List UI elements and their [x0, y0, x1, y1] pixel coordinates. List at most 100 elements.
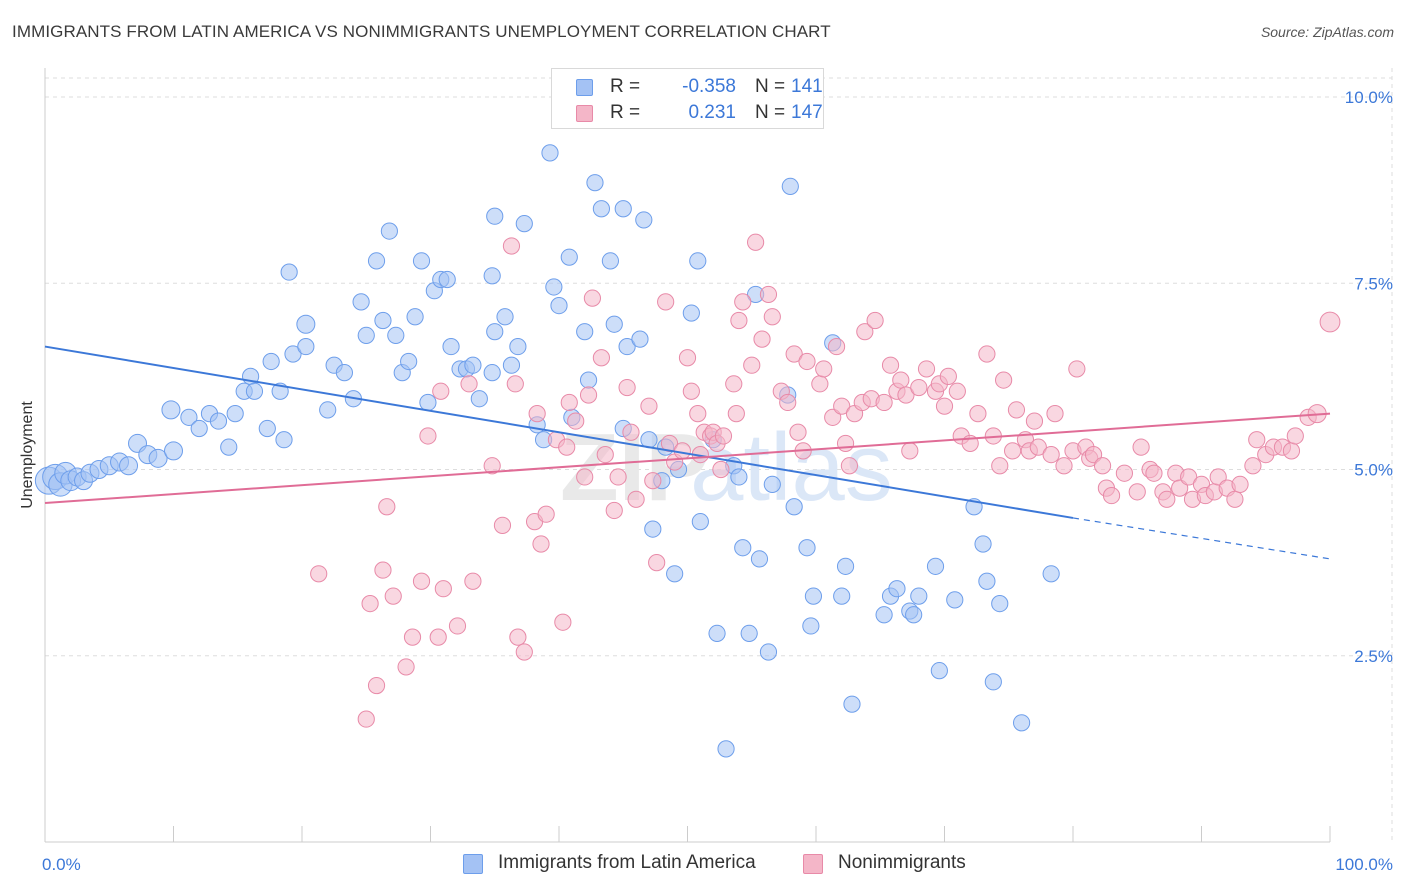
immigrants-trend-extension — [1072, 517, 1331, 560]
y-tick-label: 7.5% — [1354, 274, 1393, 293]
x-tick-label-max: 100.0% — [1335, 855, 1393, 874]
nonimmigrants-point — [361, 595, 379, 613]
blue-swatch-icon — [576, 79, 593, 96]
immigrants-point — [666, 565, 684, 583]
nonimmigrants-point — [712, 460, 730, 479]
immigrants-point — [400, 352, 418, 371]
n-label: N = — [755, 102, 786, 123]
nonimmigrants-point — [678, 349, 697, 367]
immigrants-point — [352, 293, 370, 311]
nonimmigrants-point — [576, 468, 594, 486]
nonimmigrants-point — [1226, 490, 1244, 508]
immigrants-point — [843, 695, 861, 713]
nonimmigrants-point — [609, 468, 627, 486]
nonimmigrants-point — [759, 285, 778, 304]
immigrants-point — [592, 200, 611, 218]
nonimmigrants-point — [618, 378, 636, 397]
x-tick-label-min: 0.0% — [42, 855, 81, 874]
nonimmigrants-point — [725, 375, 743, 393]
immigrants-point — [905, 606, 923, 624]
nonimmigrants-point — [1093, 457, 1112, 475]
immigrants-point — [614, 200, 632, 218]
immigrants-point — [605, 315, 623, 333]
nonimmigrants-point — [403, 628, 422, 646]
immigrants-point — [560, 248, 578, 266]
nonimmigrants-point — [1128, 483, 1146, 501]
nonimmigrants-point — [509, 628, 527, 646]
nonimmigrants-point — [730, 311, 748, 330]
immigrants-point — [576, 323, 594, 341]
correlation-legend: R = -0.358 N = 141 R = 0.231 N = 147 — [551, 68, 824, 129]
immigrants-point — [502, 356, 521, 374]
nonimmigrants-point — [419, 427, 437, 445]
nonimmigrants-point — [502, 237, 521, 255]
immigrants-point — [631, 330, 649, 348]
nonimmigrants-point — [1004, 442, 1022, 460]
r-label: R = — [610, 102, 641, 123]
immigrants-point — [1042, 565, 1060, 583]
immigrants-point — [161, 400, 181, 420]
immigrants-point — [319, 401, 337, 419]
immigrants-point — [297, 337, 315, 356]
immigrants-point — [750, 550, 769, 568]
immigrants-point — [190, 419, 208, 438]
nonimmigrants-point — [596, 446, 614, 464]
nonimmigrants-point — [605, 501, 623, 520]
nonimmigrants-point — [969, 405, 987, 423]
nonimmigrants-point — [1319, 311, 1341, 333]
series-nonimmigrants-points — [310, 233, 1341, 728]
immigrants-point — [483, 364, 501, 382]
nonimmigrants-point — [892, 371, 910, 389]
nonimmigrants-point — [689, 405, 707, 423]
nonimmigrants-point — [1068, 360, 1086, 378]
nonimmigrants-point — [798, 352, 816, 371]
gridlines — [45, 68, 1393, 842]
nonimmigrants-point — [1025, 412, 1044, 430]
r-value: -0.358 — [682, 76, 736, 97]
nonimmigrants-point — [640, 397, 658, 415]
nonimmigrants-point — [743, 356, 761, 374]
pink-swatch-icon — [576, 105, 593, 122]
nonimmigrants-point — [866, 311, 884, 330]
legend-label: Nonimmigrants — [838, 852, 966, 873]
nonimmigrants-point — [948, 382, 966, 400]
nonimmigrants-point — [1282, 442, 1301, 460]
immigrants-point — [740, 624, 758, 643]
immigrants-point — [926, 557, 945, 575]
nonimmigrants-trend-line — [44, 412, 1331, 505]
nonimmigrants-point — [1286, 427, 1304, 445]
nonimmigrants-point — [1171, 479, 1189, 497]
nonimmigrants-point — [939, 367, 957, 385]
nonimmigrants-point — [935, 397, 954, 415]
nonimmigrants-point — [978, 345, 996, 363]
immigrants-point — [586, 174, 604, 192]
axes — [44, 68, 1331, 843]
nonimmigrants-point — [747, 233, 765, 251]
immigrants-point — [148, 448, 168, 468]
nonimmigrants-point — [763, 308, 781, 326]
immigrants-point — [483, 267, 501, 285]
nonimmigrants-point — [464, 572, 482, 590]
immigrants-point — [763, 475, 781, 493]
immigrants-point — [836, 557, 855, 575]
nonimmigrants-point — [310, 565, 328, 583]
nonimmigrants-point — [537, 505, 555, 523]
nonimmigrants-point — [429, 628, 447, 646]
nonimmigrants-point — [897, 386, 915, 404]
blue-swatch-icon — [463, 854, 483, 874]
immigrants-point — [781, 177, 799, 195]
n-value: 147 — [791, 102, 823, 123]
immigrants-point — [387, 326, 405, 344]
r-label: R = — [610, 76, 641, 97]
immigrants-point — [275, 431, 293, 449]
nonimmigrants-point — [397, 658, 415, 676]
nonimmigrants-point — [734, 293, 752, 311]
immigrants-point — [1013, 714, 1031, 732]
nonimmigrants-point — [367, 676, 386, 695]
immigrants-point — [682, 304, 700, 322]
immigrants-trend-line — [44, 345, 1074, 519]
immigrants-point — [635, 211, 653, 229]
nonimmigrants-point — [856, 323, 874, 341]
nonimmigrants-point — [1102, 486, 1121, 505]
nonimmigrants-point — [789, 423, 807, 441]
